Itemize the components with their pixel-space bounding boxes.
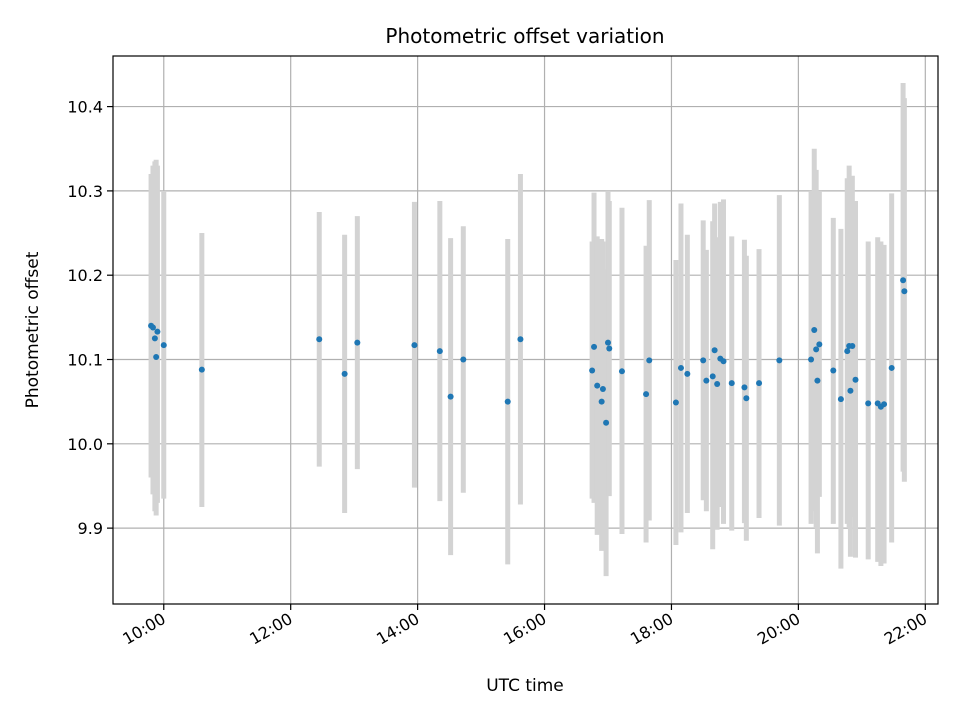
data-point (341, 370, 348, 377)
data-point (599, 386, 606, 393)
data-point (888, 364, 895, 371)
data-point (703, 377, 710, 384)
data-point (606, 345, 613, 352)
data-point (677, 364, 684, 371)
data-point (684, 370, 691, 377)
data-point (714, 380, 721, 387)
data-point (151, 335, 158, 342)
y-tick-label: 9.9 (78, 519, 103, 538)
data-point (517, 336, 524, 343)
data-point (720, 358, 727, 365)
y-tick-label: 10.0 (67, 435, 103, 454)
data-point (646, 357, 653, 364)
data-point (700, 357, 707, 364)
data-point (411, 342, 418, 349)
x-axis-title: UTC time (486, 676, 564, 696)
data-point (741, 384, 748, 391)
data-point (594, 382, 601, 389)
data-point (436, 348, 443, 355)
data-point (852, 376, 859, 383)
data-point (153, 353, 160, 360)
y-tick-label: 10.4 (67, 98, 103, 117)
data-point (198, 366, 205, 373)
y-axis-title: Photometric offset (23, 251, 43, 408)
data-point (756, 380, 763, 387)
y-tick-label: 10.1 (67, 351, 103, 370)
y-tick-label: 10.3 (67, 182, 103, 201)
data-point (837, 396, 844, 403)
data-point (900, 277, 907, 284)
grid (113, 56, 938, 604)
chart-title: Photometric offset variation (385, 24, 664, 48)
data-point (643, 391, 650, 398)
data-point (149, 324, 156, 331)
data-point (728, 380, 735, 387)
data-point (316, 336, 323, 343)
data-point (816, 341, 823, 348)
data-point (847, 387, 854, 394)
data-point (354, 339, 361, 346)
data-point (865, 400, 872, 407)
data-point (849, 343, 856, 350)
data-point (808, 356, 815, 363)
data-point (711, 347, 718, 354)
plot-frame (112, 55, 939, 605)
data-point (598, 398, 605, 405)
data-point (603, 419, 610, 426)
data-point (447, 393, 454, 400)
data-point (844, 348, 851, 355)
data-point (618, 368, 625, 375)
data-point (605, 339, 611, 346)
data-points (148, 277, 908, 426)
data-point (672, 399, 679, 406)
data-point (830, 367, 837, 374)
data-point (881, 401, 888, 408)
data-point (460, 356, 467, 363)
data-point (504, 398, 511, 405)
data-point (901, 288, 908, 295)
data-point (743, 395, 750, 402)
data-point (776, 357, 783, 364)
data-point (160, 342, 167, 349)
data-point (591, 343, 598, 350)
data-point (709, 373, 716, 380)
y-tick-label: 10.2 (67, 266, 103, 285)
y-axis-ticks: 9.9 10.0 10.1 10.2 10.3 10.4 (67, 98, 113, 538)
data-point (814, 377, 821, 384)
data-point (154, 328, 161, 335)
data-point (589, 367, 596, 374)
data-point (813, 346, 820, 353)
data-point (811, 327, 818, 333)
